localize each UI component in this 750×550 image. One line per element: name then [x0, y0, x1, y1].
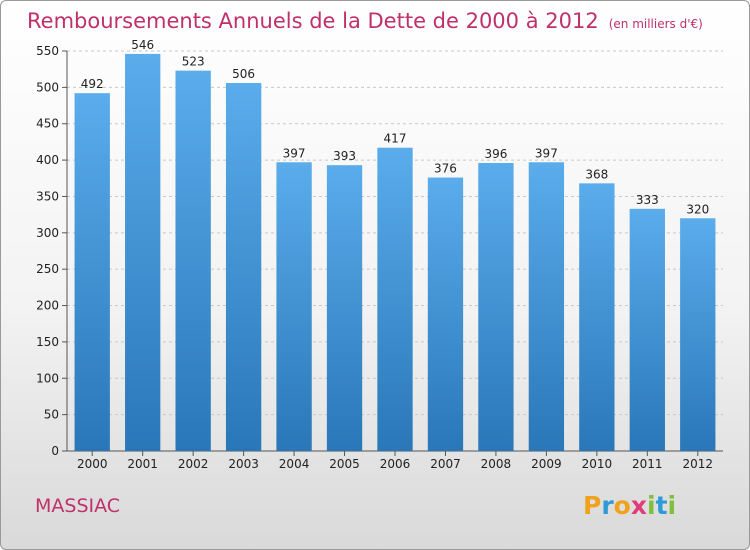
x-tick-label: 2011 [632, 457, 663, 471]
logo-letter: i [667, 491, 677, 520]
data-label: 417 [384, 132, 407, 146]
y-tick-label: 250 [36, 262, 59, 276]
bar [125, 53, 161, 452]
y-tick-label: 450 [36, 117, 59, 131]
bar [175, 70, 211, 452]
y-tick-label: 150 [36, 335, 59, 349]
chart-title: Remboursements Annuels de la Dette de 20… [27, 9, 703, 33]
x-tick-label: 2012 [682, 457, 713, 471]
bar [74, 93, 110, 451]
bar [326, 165, 363, 451]
chart-unit: (en milliers d'€) [608, 17, 703, 31]
data-label: 368 [585, 167, 608, 181]
y-tick-label: 550 [36, 44, 59, 58]
logo-letter: r [601, 491, 614, 520]
logo-letter: P [583, 491, 602, 520]
bar [427, 177, 464, 451]
x-tick-label: 2007 [430, 457, 461, 471]
y-tick-label: 200 [36, 299, 59, 313]
x-tick-label: 2002 [178, 457, 209, 471]
logo-letter: o [613, 491, 631, 520]
data-label: 523 [182, 55, 205, 69]
x-tick-label: 2003 [228, 457, 259, 471]
data-label: 320 [686, 202, 709, 216]
bar [225, 83, 262, 451]
x-tick-label: 2009 [531, 457, 562, 471]
data-label: 393 [333, 149, 356, 163]
x-tick-label: 2010 [582, 457, 613, 471]
x-tick-label: 2006 [380, 457, 411, 471]
logo-letter: i [647, 491, 656, 520]
bar [680, 218, 716, 451]
data-label: 333 [636, 193, 659, 207]
town-name: MASSIAC [35, 495, 121, 517]
bar [276, 162, 312, 452]
chart-title-text: Remboursements Annuels de la Dette de 20… [27, 9, 599, 33]
bar [579, 183, 615, 451]
y-tick-label: 0 [51, 444, 59, 458]
data-label: 492 [81, 77, 104, 91]
data-label: 376 [434, 162, 457, 176]
bar [528, 162, 565, 452]
x-tick-label: 2004 [279, 457, 310, 471]
bar [629, 208, 665, 451]
data-label: 546 [131, 38, 154, 52]
y-tick-label: 100 [36, 371, 59, 385]
data-label: 506 [232, 67, 255, 81]
data-label: 396 [484, 147, 507, 161]
data-label: 397 [283, 146, 306, 160]
y-tick-label: 50 [44, 408, 59, 422]
y-tick-label: 300 [36, 226, 59, 240]
logo-letter: x [630, 491, 647, 520]
y-tick-label: 500 [36, 80, 59, 94]
data-label: 397 [535, 146, 558, 160]
bar [377, 147, 413, 451]
x-tick-label: 2008 [481, 457, 512, 471]
x-tick-label: 2005 [329, 457, 360, 471]
y-tick-label: 350 [36, 189, 59, 203]
x-tick-label: 2001 [127, 457, 158, 471]
logo-letter: t [655, 491, 668, 520]
x-tick-label: 2000 [77, 457, 108, 471]
proxiti-logo: Proxiti [583, 491, 676, 520]
bar [478, 163, 514, 451]
y-tick-label: 400 [36, 153, 59, 167]
